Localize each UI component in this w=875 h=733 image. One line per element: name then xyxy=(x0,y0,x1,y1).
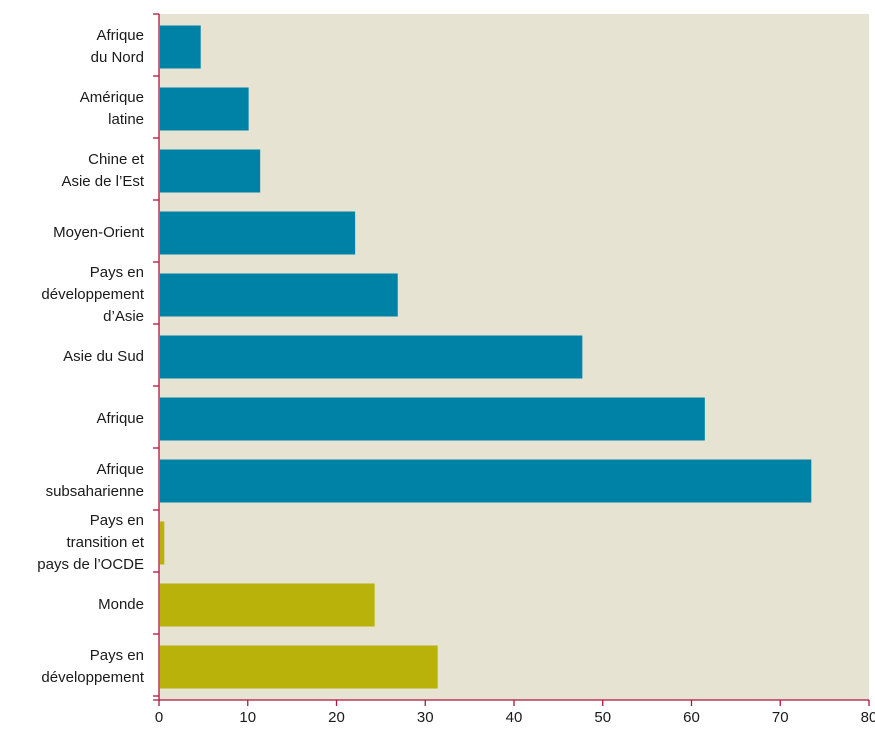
bar-10 xyxy=(160,645,438,689)
axes-group xyxy=(153,13,870,706)
category-label-4: Pays en développement d’Asie xyxy=(41,264,144,325)
category-label-0: Afrique du Nord xyxy=(91,27,144,66)
bar-3 xyxy=(160,211,356,255)
x-tick-label-4: 40 xyxy=(506,709,523,726)
category-labels-group: Afrique du Nord Amérique latine Chine et Asie… xyxy=(37,27,145,686)
category-label-6: Afrique xyxy=(96,410,144,427)
x-tick-labels-group: 0 10 20 30 40 50 60 70 80 xyxy=(155,709,875,726)
bars-group xyxy=(160,25,812,689)
bar-2 xyxy=(160,149,261,193)
category-label-9: Monde xyxy=(98,596,144,613)
bar-4 xyxy=(160,273,398,317)
bar-9 xyxy=(160,583,375,627)
category-label-7: Afrique subsaharienne xyxy=(46,461,144,500)
x-tick-label-8: 80 xyxy=(861,709,875,726)
category-label-1: Amérique latine xyxy=(80,89,144,128)
category-label-5: Asie du Sud xyxy=(63,348,144,365)
x-tick-label-0: 0 xyxy=(155,709,163,726)
bar-6 xyxy=(160,397,705,441)
category-label-2: Chine et Asie de l’Est xyxy=(61,151,144,190)
x-tick-label-3: 30 xyxy=(417,709,434,726)
bar-1 xyxy=(160,87,249,131)
x-tick-label-6: 60 xyxy=(683,709,700,726)
x-tick-label-7: 70 xyxy=(772,709,789,726)
category-label-8: Pays en transition et pays de l’OCDE xyxy=(37,512,145,573)
category-label-3: Moyen-Orient xyxy=(53,224,145,241)
bar-8 xyxy=(160,521,165,565)
x-tick-label-2: 20 xyxy=(328,709,345,726)
x-tick-label-1: 10 xyxy=(239,709,256,726)
bar-7 xyxy=(160,459,812,503)
bar-5 xyxy=(160,335,583,379)
category-label-10: Pays en développement xyxy=(41,647,144,686)
x-tick-label-5: 50 xyxy=(594,709,611,726)
bar-0 xyxy=(160,25,201,69)
